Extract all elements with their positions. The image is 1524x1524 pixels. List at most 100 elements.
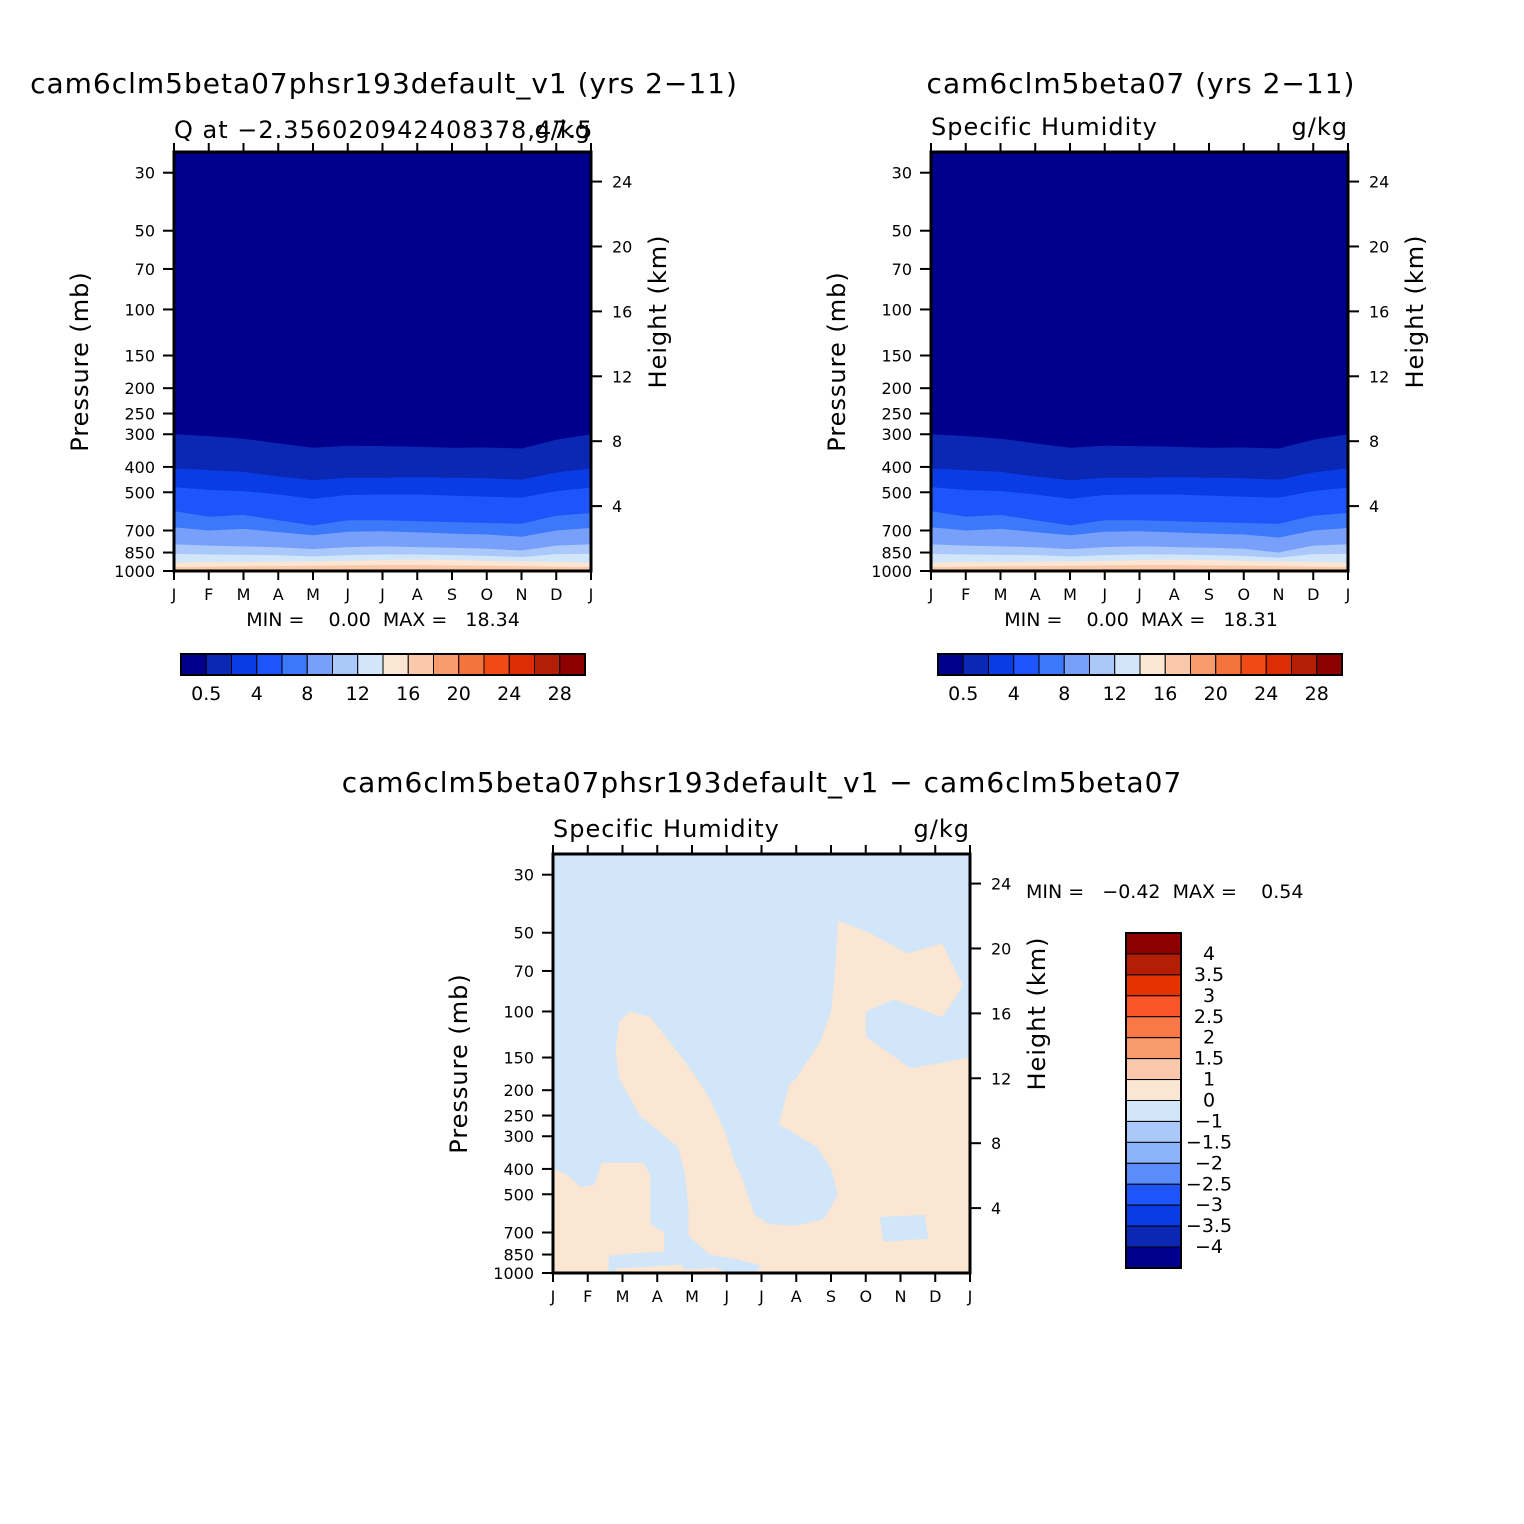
y-tick-label: 70 (514, 962, 534, 981)
colorbar-label: 2.5 (1194, 1006, 1224, 1028)
colorbar-swatch (382, 653, 409, 676)
y-tick-label: 300 (124, 425, 155, 444)
colorbar-label: −4 (1195, 1236, 1223, 1258)
y-right-tick-label: 8 (1369, 432, 1379, 451)
colorbar-swatch (508, 653, 535, 676)
colorbar: 0.5 4 8 12 16 20 24 28 (937, 653, 1343, 705)
y-right-tick-label: 8 (991, 1134, 1001, 1153)
x-tick-label: M (994, 585, 1008, 604)
colorbar-label: 12 (1103, 683, 1127, 705)
colorbar-swatch (1063, 653, 1090, 676)
y-tick-label: 200 (503, 1081, 534, 1100)
colorbar-label: 16 (1153, 683, 1177, 705)
colorbar-swatch (1038, 653, 1065, 676)
colorbar-swatch (332, 653, 359, 676)
x-tick-label: N (516, 585, 528, 604)
x-tick-label: J (1345, 585, 1351, 604)
colorbar-swatch (1265, 653, 1292, 676)
colorbar-swatch (256, 653, 283, 676)
x-tick-label: A (791, 1287, 802, 1306)
contour-plot (931, 152, 1348, 571)
panel-units: g/kg (914, 815, 970, 843)
y-right-tick-label: 8 (612, 432, 622, 451)
y-tick-label: 1000 (114, 562, 155, 581)
colorbar-swatch (559, 653, 586, 676)
colorbar-swatch (180, 653, 207, 676)
colorbar-label: 3 (1203, 985, 1215, 1007)
min-max-label: MIN = 0.00 MAX = 18.31 (1004, 609, 1278, 631)
y-tick-label: 150 (124, 347, 155, 366)
x-tick-label: J (171, 585, 177, 604)
x-tick-label: F (204, 585, 213, 604)
x-tick-label: D (550, 585, 562, 604)
colorbar-swatch (1291, 653, 1318, 676)
x-tick-label: D (929, 1287, 941, 1306)
colorbar-label: 0.5 (191, 683, 221, 705)
colorbar-label: 1.5 (1194, 1048, 1224, 1070)
colorbar-swatch (1125, 1246, 1182, 1269)
y-tick-label: 100 (503, 1002, 534, 1021)
x-tick-label: J (967, 1287, 973, 1306)
colorbar-label: 8 (301, 683, 313, 705)
colorbar-swatch (937, 653, 964, 676)
x-tick-label: D (1307, 585, 1319, 604)
y-tick-label: 250 (124, 405, 155, 424)
y-tick-label: 100 (124, 300, 155, 319)
contour-plot (553, 854, 970, 1273)
colorbar-label: −1.5 (1186, 1131, 1232, 1153)
contour-plot (174, 152, 591, 571)
y-tick-label: 850 (503, 1246, 534, 1265)
colorbar-swatch (1164, 653, 1191, 676)
x-tick-label: F (583, 1287, 592, 1306)
panel-left-string: Specific Humidity (553, 815, 780, 843)
colorbar-swatch (1316, 653, 1343, 676)
contour-band-negative (612, 1126, 637, 1137)
colorbar-swatch (1125, 995, 1182, 1018)
x-tick-label: J (379, 585, 385, 604)
colorbar-swatch (306, 653, 333, 676)
colorbar-swatch (1215, 653, 1242, 676)
y-tick-label: 500 (503, 1185, 534, 1204)
panel-difference: cam6clm5beta07phsr193default_v1 − cam6cl… (342, 766, 1304, 1306)
colorbar-label: −2 (1195, 1152, 1223, 1174)
y-tick-label: 30 (135, 164, 155, 183)
y-right-tick-label: 4 (1369, 497, 1379, 516)
x-tick-label: N (1273, 585, 1285, 604)
panel-units: g/kg (1292, 113, 1348, 141)
colorbar-swatch (205, 653, 232, 676)
x-tick-label: O (859, 1287, 872, 1306)
colorbar-swatch (433, 653, 460, 676)
colorbar-swatch (1125, 1204, 1182, 1227)
y-right-tick-label: 20 (991, 939, 1011, 958)
colorbar-swatch (1125, 1100, 1182, 1122)
colorbar-label: 0 (1203, 1090, 1215, 1112)
colorbar-swatch (1139, 653, 1166, 676)
y-right-tick-label: 24 (1369, 173, 1389, 192)
colorbar-swatch (357, 653, 384, 676)
y-right-tick-label: 16 (612, 302, 632, 321)
x-tick-label: J (1136, 585, 1142, 604)
x-tick-label: F (961, 585, 970, 604)
colorbar-swatch (458, 653, 485, 676)
panel-left-string: Specific Humidity (931, 113, 1158, 141)
colorbar-label: −1 (1195, 1110, 1223, 1132)
y-tick-label: 300 (503, 1127, 534, 1146)
colorbar-swatch (483, 653, 510, 676)
y-right-axis-label: Height (km) (644, 235, 672, 389)
colorbar-swatch (1125, 1058, 1182, 1081)
y-tick-label: 70 (892, 260, 912, 279)
x-tick-label: S (447, 585, 457, 604)
y-axis-label: Pressure (mb) (445, 973, 473, 1153)
colorbar-label: −2.5 (1186, 1173, 1232, 1195)
colorbar-swatch (534, 653, 561, 676)
y-tick-label: 30 (892, 164, 912, 183)
colorbar-swatch (281, 653, 308, 676)
colorbar-label: 8 (1058, 683, 1070, 705)
x-tick-label: S (826, 1287, 836, 1306)
colorbar-swatch (1125, 1120, 1182, 1143)
x-tick-label: J (588, 585, 594, 604)
x-tick-label: M (685, 1287, 699, 1306)
colorbar-label: −3.5 (1186, 1215, 1232, 1237)
